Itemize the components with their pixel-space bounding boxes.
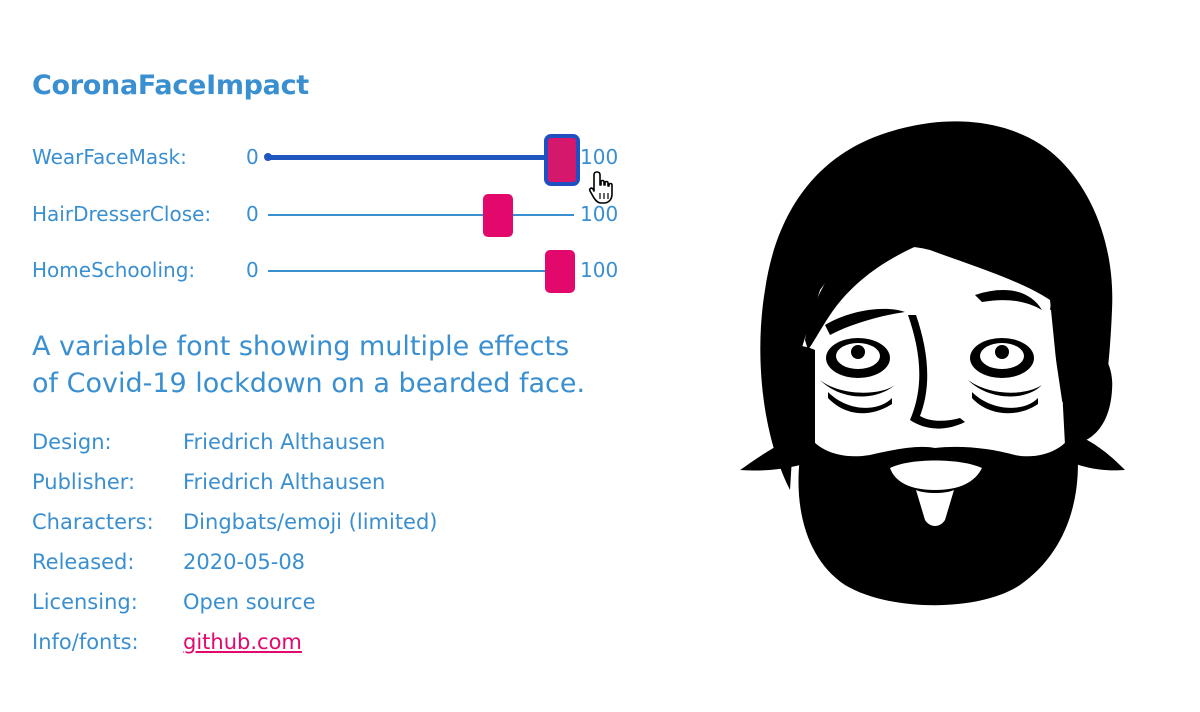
meta-value: Friedrich Althausen (183, 470, 386, 494)
meta-row-info: Info/fonts: github.com (32, 630, 632, 670)
slider-track[interactable] (268, 214, 574, 216)
meta-key: Design: (32, 430, 112, 454)
slider-track-start (264, 153, 272, 161)
description-line-2: of Covid-19 lockdown on a bearded face. (32, 368, 586, 399)
meta-row-design: Design: Friedrich Althausen (32, 430, 632, 470)
meta-value: Friedrich Althausen (183, 430, 386, 454)
slider-min-label: 0 (246, 145, 259, 169)
meta-row-licensing: Licensing: Open source (32, 590, 632, 630)
slider-max-label: 100 (580, 145, 619, 169)
meta-key: Released: (32, 550, 135, 574)
slider-min-label: 0 (246, 258, 259, 282)
meta-row-publisher: Publisher: Friedrich Althausen (32, 470, 632, 510)
meta-row-characters: Characters: Dingbats/emoji (limited) (32, 510, 632, 550)
slider-track[interactable] (268, 270, 574, 272)
slider-min-label: 0 (246, 202, 259, 226)
hand-pointer-icon (588, 171, 613, 204)
meta-value: Open source (183, 590, 316, 614)
slider-max-label: 100 (580, 258, 619, 282)
slider-max-label: 100 (580, 202, 619, 226)
meta-value: Dingbats/emoji (limited) (183, 510, 438, 534)
font-description: A variable font showing multiple effects… (32, 328, 672, 402)
slider-thumb[interactable] (545, 250, 575, 293)
slider-label: HairDresserClose: (32, 202, 212, 226)
meta-key: Publisher: (32, 470, 136, 494)
slider-home-schooling: HomeSchooling: 0 100 (32, 250, 632, 293)
description-line-1: A variable font showing multiple effects (32, 331, 570, 362)
meta-value: 2020-05-08 (183, 550, 306, 574)
font-metadata: Design: Friedrich Althausen Publisher: F… (32, 430, 632, 670)
github-link[interactable]: github.com (183, 630, 302, 654)
bearded-face-icon (740, 121, 1125, 606)
meta-key: Characters: (32, 510, 154, 534)
slider-wear-face-mask: WearFaceMask: 0 100 (32, 134, 632, 186)
meta-key: Info/fonts: (32, 630, 139, 654)
meta-key: Licensing: (32, 590, 138, 614)
meta-row-released: Released: 2020-05-08 (32, 550, 632, 590)
slider-label: WearFaceMask: (32, 145, 187, 169)
slider-thumb[interactable] (544, 134, 580, 186)
page-title: CoronaFaceImpact (32, 70, 309, 101)
slider-label: HomeSchooling: (32, 258, 196, 282)
slider-track[interactable] (264, 153, 558, 161)
slider-hair-dresser-close: HairDresserClose: 0 100 (32, 194, 632, 237)
slider-thumb[interactable] (483, 194, 513, 237)
